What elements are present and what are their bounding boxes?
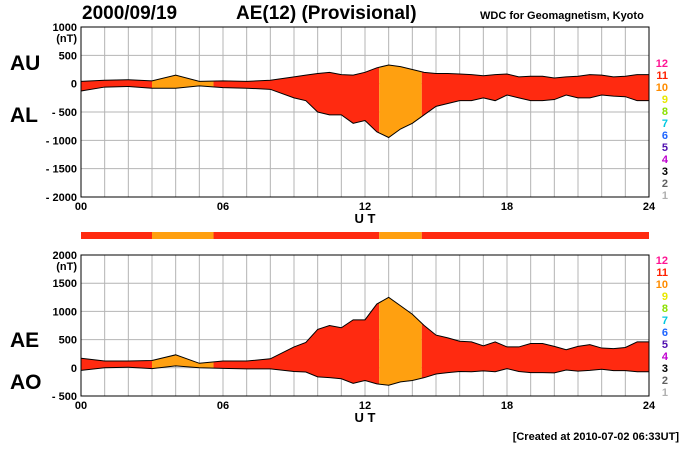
ae-ao-upper-series-line [80, 296, 649, 364]
ae-ao-station-count-label: 12 [656, 255, 668, 267]
ae-ao-station-count-label: 10 [656, 279, 668, 291]
ae-ao-station-count-label: 6 [662, 327, 668, 339]
ae-ao-station-count-label: 4 [662, 351, 669, 363]
au-al-ytick-label: - 2000 [46, 192, 77, 204]
al-side-label: AL [10, 104, 38, 127]
au-al-station-count-label: 9 [662, 94, 668, 106]
au-al-xtick-label: 06 [217, 201, 229, 213]
ae-ao-area-segment [81, 297, 152, 386]
created-timestamp: [Created at 2010-07-02 06:33UT] [512, 431, 679, 443]
ae-ao-area-segment [421, 297, 649, 386]
ae-ao-station-count-label: 3 [662, 363, 668, 375]
ae-ao-xtick-label: 12 [359, 400, 371, 412]
au-al-station-count-label: 5 [662, 142, 668, 154]
au-al-station-count-label: 6 [662, 130, 668, 142]
ae-ao-xtick-label: 24 [643, 400, 656, 412]
au-al-area-segment [379, 64, 422, 138]
ae-ao-station-count-label: 5 [662, 339, 668, 351]
au-al-station-count-label: 10 [656, 82, 668, 94]
au-al-station-count-label: 3 [662, 166, 668, 178]
ae-ao-xtick-label: 18 [501, 400, 513, 412]
au-al-station-count-label: 8 [662, 106, 668, 118]
ae-ao-area-segment [152, 297, 214, 386]
au-al-ytick-label: - 1500 [46, 164, 77, 176]
ae-ao-ytick-label: - 500 [52, 391, 77, 403]
au-al-xtick-label: 12 [359, 201, 371, 213]
ae-side-label: AE [10, 329, 40, 352]
ae-ao-area-segment [379, 297, 422, 386]
ae-ao-ytick-label: 1500 [53, 278, 77, 290]
ae-ao-xtick-label: 06 [217, 400, 229, 412]
au-al-station-count-label: 12 [656, 58, 668, 70]
station-bar-segment [379, 232, 422, 239]
au-al-ytick-label: 1000 [53, 22, 77, 34]
ae-ao-ytick-label: 1000 [53, 306, 77, 318]
station-bar-segment [421, 232, 649, 239]
ae-ao-station-count-label: 2 [662, 375, 668, 387]
au-al-station-count-label: 1 [662, 190, 668, 202]
ae-ao-ytick-label: 500 [59, 335, 77, 347]
ae-ao-lower-series-line [80, 365, 649, 386]
ae-ao-station-count-label: 7 [662, 315, 668, 327]
organization-label: WDC for Geomagnetism, Kyoto [480, 10, 644, 22]
au-al-station-count-label: 4 [662, 154, 669, 166]
au-al-station-count-label: 7 [662, 118, 668, 130]
au-al-ytick-label: 500 [59, 50, 77, 62]
ae-ao-station-count-label: 9 [662, 291, 668, 303]
au-al-station-count-label: 11 [656, 70, 668, 82]
au-al-lower-series-line [80, 85, 649, 139]
ao-side-label: AO [10, 371, 42, 394]
au-side-label: AU [10, 52, 41, 75]
index-title: AE(12) (Provisional) [236, 3, 417, 24]
au-al-xaxis-label: U T [355, 211, 376, 226]
date-title: 2000/09/19 [82, 3, 178, 24]
ae-ao-ylabel-unit: (nT) [56, 261, 77, 273]
au-al-ylabel-unit: (nT) [56, 33, 77, 45]
station-bar-segment [81, 232, 152, 239]
au-al-xtick-label: 00 [75, 201, 87, 213]
ae-ao-xtick-label: 00 [75, 400, 87, 412]
station-bar-segment [213, 232, 380, 239]
ae-ao-xaxis-label: U T [355, 410, 376, 425]
ae-ao-plot-frame [80, 254, 650, 397]
au-al-plot-frame [80, 26, 650, 198]
station-bar-segment [152, 232, 214, 239]
ae-ao-station-count-label: 8 [662, 303, 668, 315]
ae-ao-station-count-label: 11 [656, 267, 668, 279]
au-al-upper-series-line [80, 64, 649, 82]
au-al-xtick-label: 18 [501, 201, 513, 213]
ae-ao-ytick-label: 0 [71, 363, 77, 375]
au-al-station-count-label: 2 [662, 178, 668, 190]
ae-ao-station-count-label: 1 [662, 387, 668, 399]
au-al-ytick-label: - 500 [52, 107, 77, 119]
au-al-xtick-label: 24 [643, 201, 656, 213]
ae-ao-area-segment [213, 297, 380, 386]
au-al-ytick-label: - 1000 [46, 135, 77, 147]
au-al-ytick-label: 0 [71, 79, 77, 91]
ae-ao-ytick-label: 2000 [53, 250, 77, 262]
